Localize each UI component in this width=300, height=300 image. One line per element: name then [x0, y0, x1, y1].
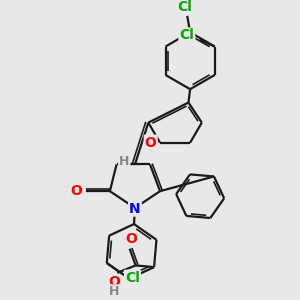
Text: H: H: [119, 155, 129, 168]
Text: Cl: Cl: [179, 28, 194, 43]
Text: Cl: Cl: [177, 0, 192, 14]
Text: Cl: Cl: [125, 271, 140, 285]
Text: H: H: [109, 285, 119, 298]
Text: O: O: [108, 275, 120, 289]
Text: O: O: [70, 184, 83, 197]
Text: O: O: [125, 232, 137, 246]
Text: O: O: [145, 136, 157, 150]
Text: N: N: [129, 202, 141, 216]
